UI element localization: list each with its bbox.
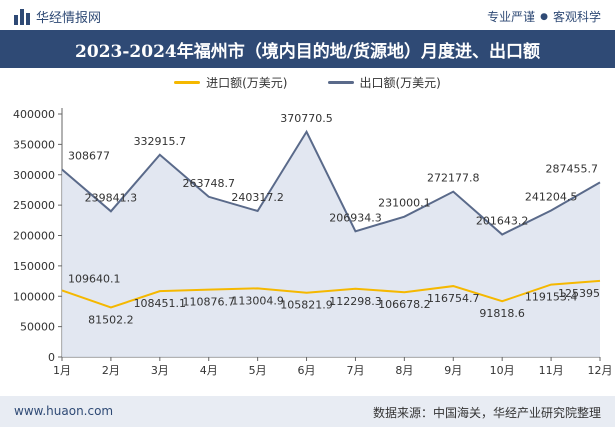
tagline: 专业严谨 ● 客观科学 bbox=[487, 8, 601, 25]
import-data-label: 91818.6 bbox=[479, 307, 525, 320]
brand-logo-icon bbox=[14, 8, 30, 25]
x-tick-label: 1月 bbox=[53, 364, 71, 377]
y-tick-label: 350000 bbox=[13, 138, 55, 151]
top-bar: 华经情报网 专业严谨 ● 客观科学 bbox=[0, 0, 615, 30]
export-data-label: 332915.7 bbox=[134, 135, 187, 148]
line-chart: 0 50000 100000 150000 200000 250000 300000 3500… bbox=[13, 108, 613, 377]
import-data-label: 110876.7 bbox=[182, 296, 235, 309]
x-tick-label: 10月 bbox=[490, 364, 515, 377]
x-tick-label: 12月 bbox=[588, 364, 613, 377]
x-tick-label: 3月 bbox=[151, 364, 169, 377]
y-tick-label: 400000 bbox=[13, 108, 55, 121]
legend-label-import: 进口额(万美元) bbox=[206, 76, 288, 90]
export-data-label: 263748.7 bbox=[182, 177, 235, 190]
x-tick-label: 9月 bbox=[444, 364, 462, 377]
footer-source: 数据来源：中国海关，华经产业研究院整理 bbox=[372, 406, 601, 420]
export-data-label: 241204.5 bbox=[525, 190, 578, 203]
export-data-label: 231000.1 bbox=[378, 197, 431, 210]
import-data-label: 81502.2 bbox=[88, 313, 134, 326]
import-data-label: 112298.3 bbox=[329, 295, 382, 308]
legend-swatch-import bbox=[174, 81, 201, 84]
x-tick-label: 7月 bbox=[346, 364, 364, 377]
x-tick-label: 8月 bbox=[395, 364, 413, 377]
y-tick-label: 150000 bbox=[13, 260, 55, 273]
import-data-label: 113004.9 bbox=[231, 294, 284, 307]
y-tick-label: 250000 bbox=[13, 199, 55, 212]
import-line bbox=[61, 279, 601, 309]
y-tick-label: 300000 bbox=[13, 169, 55, 182]
footer: www.huaon.com 数据来源：中国海关，华经产业研究院整理 bbox=[0, 396, 615, 427]
y-tick-label: 200000 bbox=[13, 230, 55, 243]
legend-item-export: 出口额(万美元) bbox=[327, 74, 441, 91]
legend-swatch-export bbox=[327, 81, 354, 84]
x-tick-label: 4月 bbox=[200, 364, 218, 377]
export-data-label: 206934.3 bbox=[329, 211, 382, 224]
tagline-right: 客观科学 bbox=[552, 10, 601, 24]
tagline-left: 专业严谨 bbox=[487, 10, 536, 24]
dot-separator-icon: ● bbox=[540, 11, 548, 22]
import-data-label: 119153.4 bbox=[525, 291, 578, 304]
y-tick-label: 0 bbox=[48, 351, 55, 364]
x-tick-label: 6月 bbox=[298, 364, 316, 377]
chart-legend: 进口额(万美元) 出口额(万美元) bbox=[0, 74, 615, 91]
export-data-label: 308677 bbox=[68, 149, 110, 162]
export-data-label: 240317.2 bbox=[231, 191, 284, 204]
export-area bbox=[62, 131, 600, 357]
export-line bbox=[61, 129, 601, 236]
footer-website: www.huaon.com bbox=[14, 404, 114, 418]
export-data-label: 272177.8 bbox=[427, 172, 480, 185]
x-tick-label: 11月 bbox=[539, 364, 564, 377]
title-bar: 2023-2024年福州市（境内目的地/货源地）月度进、出口额 bbox=[0, 30, 615, 68]
y-tick-label: 100000 bbox=[13, 290, 55, 303]
legend-item-import: 进口额(万美元) bbox=[174, 74, 288, 91]
import-data-label: 105821.9 bbox=[280, 299, 333, 312]
export-data-label: 239841.3 bbox=[85, 191, 138, 204]
import-data-label: 108451.1 bbox=[134, 297, 187, 310]
import-data-label: 109640.1 bbox=[68, 272, 121, 285]
brand: 华经情报网 bbox=[14, 7, 101, 26]
import-data-label: 116754.7 bbox=[427, 292, 480, 305]
x-tick-label: 2月 bbox=[102, 364, 120, 377]
export-data-label: 201643.2 bbox=[476, 215, 529, 228]
chart-title: 2023-2024年福州市（境内目的地/货源地）月度进、出口额 bbox=[75, 41, 540, 62]
export-data-label: 370770.5 bbox=[280, 112, 333, 125]
import-data-label: 106678.2 bbox=[378, 298, 431, 311]
import-data-label: 125395 bbox=[558, 287, 600, 300]
export-data-label: 287455.7 bbox=[546, 162, 599, 175]
legend-label-export: 出口额(万美元) bbox=[359, 76, 441, 90]
brand-name: 华经情报网 bbox=[36, 11, 102, 26]
y-tick-label: 50000 bbox=[20, 321, 55, 334]
x-tick-label: 5月 bbox=[249, 364, 267, 377]
